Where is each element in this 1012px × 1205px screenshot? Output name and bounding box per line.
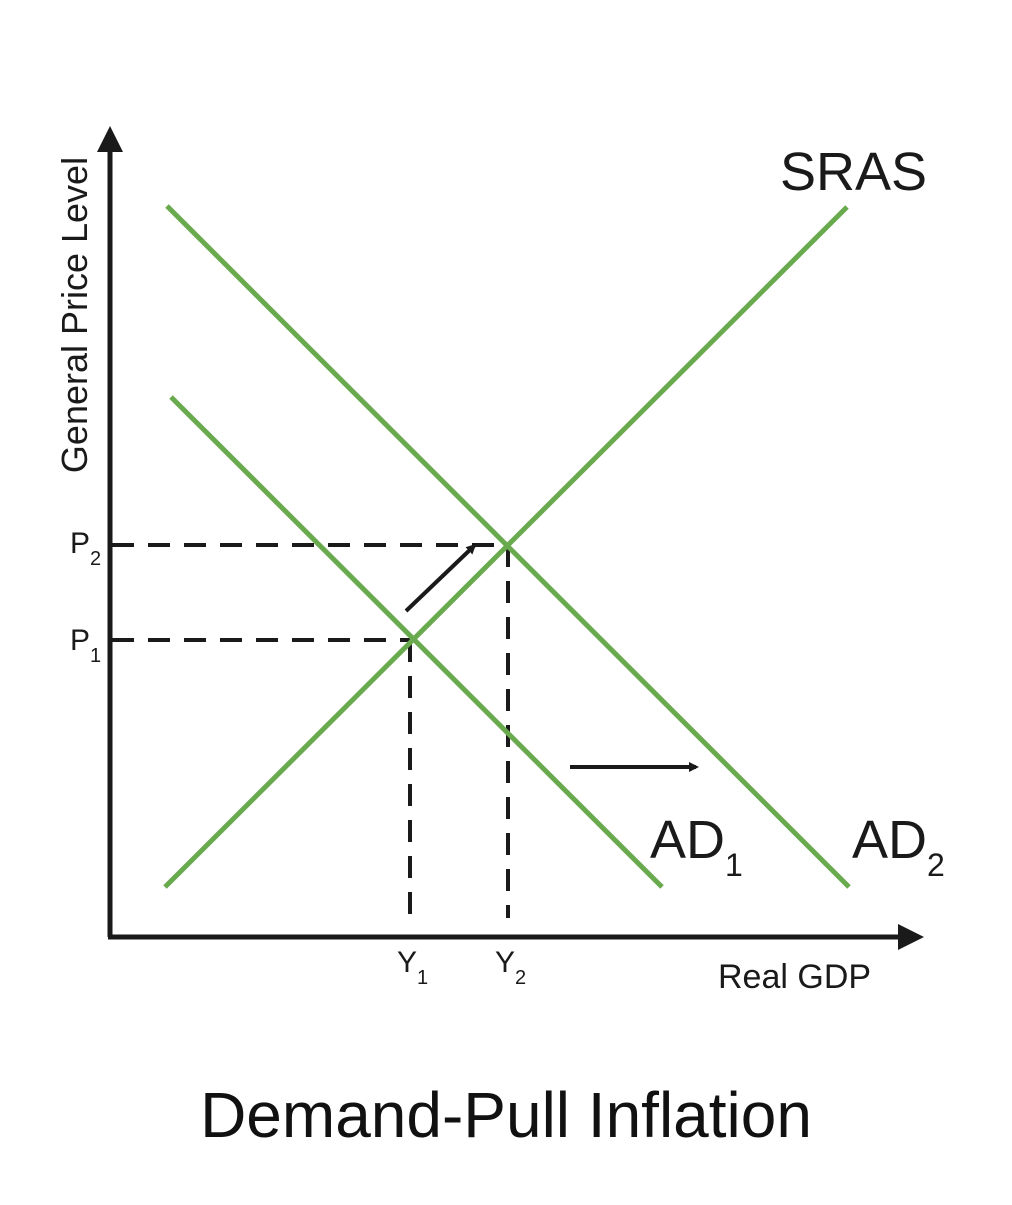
sras-label: SRAS: [780, 142, 927, 202]
y1-label: Y1: [397, 946, 428, 989]
y2-label: Y2: [495, 946, 526, 989]
diagram-title: Demand-Pull Inflation: [200, 1079, 812, 1151]
ad2-curve: [165, 204, 851, 889]
x-axis-label: Real GDP: [718, 958, 871, 996]
ad2-label: AD2: [852, 810, 945, 883]
equilibrium-shift-arrow: [404, 543, 477, 613]
ad1-curve: [169, 395, 664, 889]
y-axis-label: General Price Level: [54, 157, 95, 473]
p2-label: P2: [70, 527, 101, 570]
p1-label: P1: [70, 624, 101, 667]
y-axis-arrowhead: [97, 126, 123, 152]
ad1-label: AD1: [650, 810, 743, 883]
x-axis-arrowhead: [898, 924, 924, 950]
